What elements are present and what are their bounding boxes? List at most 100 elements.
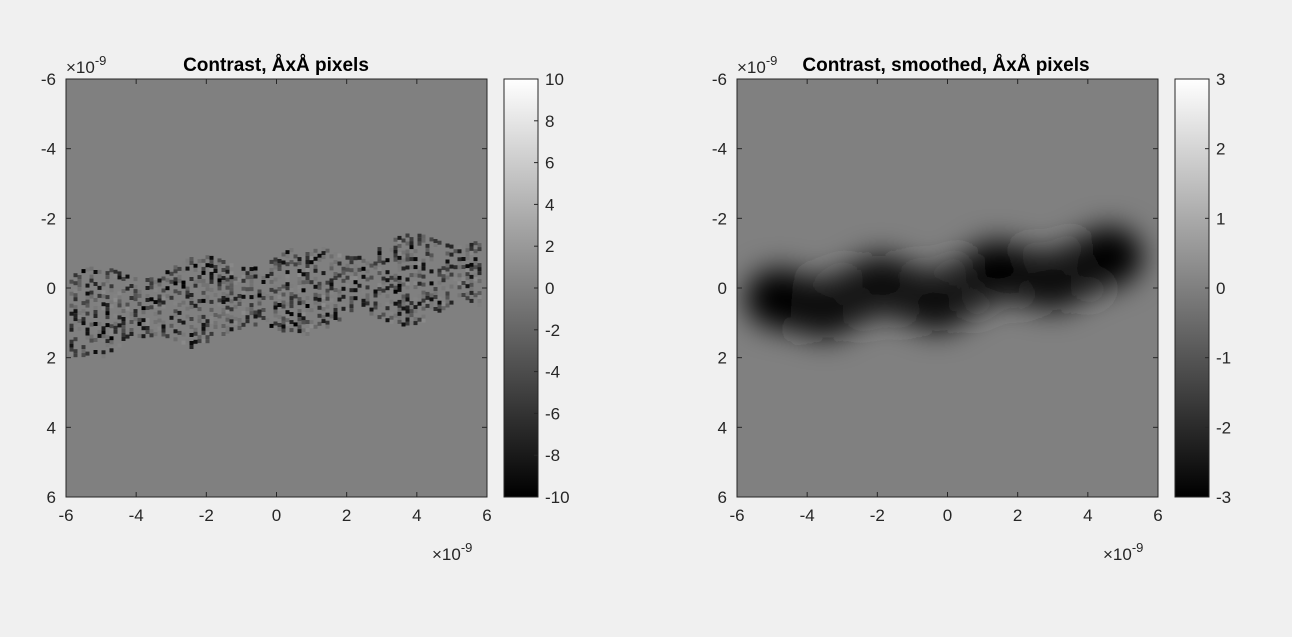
pixel [333, 304, 338, 308]
pixel [153, 288, 158, 293]
pixel [277, 307, 282, 311]
pixel [269, 323, 274, 328]
pixel [429, 301, 434, 306]
pixel [385, 270, 390, 275]
pixel [409, 241, 414, 246]
pixel [341, 306, 346, 311]
pixel [325, 324, 330, 329]
pixel [89, 322, 94, 327]
colorbar-ticks-1: 10 8 6 4 2 0 -2 -4 -6 -8 -10 [534, 70, 570, 507]
pixel [465, 284, 470, 289]
pixel [305, 308, 310, 312]
pixel [277, 259, 282, 263]
pixel [413, 273, 418, 278]
pixel [189, 341, 194, 345]
pixel [85, 331, 90, 336]
pixel [333, 316, 338, 320]
pixel [473, 277, 478, 282]
pixel [373, 293, 378, 298]
pixel [109, 304, 114, 309]
pixel [193, 319, 198, 324]
pixel [297, 281, 302, 286]
pixel [237, 322, 242, 326]
pixel [401, 298, 406, 303]
pixel [81, 349, 86, 354]
pixel [317, 305, 322, 310]
pixel [145, 298, 150, 302]
colorbar-tick-label: 4 [545, 195, 554, 214]
pixel [101, 294, 106, 299]
blob [846, 254, 915, 315]
pixel [381, 312, 386, 317]
pixel [401, 266, 406, 271]
pixel [325, 304, 330, 309]
pixel [373, 305, 378, 310]
y-tick-label: 6 [718, 488, 727, 507]
pixel [253, 270, 258, 275]
pixel [245, 315, 250, 320]
pixel [273, 289, 278, 294]
pixel [425, 247, 430, 252]
pixel [249, 267, 254, 272]
pixel [121, 309, 126, 313]
pixel [317, 253, 322, 258]
pixel [73, 309, 78, 314]
pixel [245, 275, 250, 280]
pixel [401, 306, 406, 311]
pixel [201, 322, 206, 327]
pixel [349, 260, 354, 265]
pixel [389, 311, 394, 316]
pixel [421, 258, 426, 263]
pixel [433, 291, 438, 295]
pixel [341, 286, 346, 291]
pixel [213, 325, 218, 329]
pixel [297, 273, 302, 278]
pixel [401, 294, 406, 299]
pixel [161, 320, 166, 325]
colorbar-tick-label: -6 [545, 404, 560, 423]
pixel [305, 304, 310, 308]
pixel [473, 249, 478, 254]
pixel [405, 313, 410, 318]
pixel [69, 347, 74, 352]
blob [1018, 251, 1087, 312]
pixel [81, 345, 86, 350]
pixel [241, 322, 246, 327]
pixel [169, 279, 174, 284]
pixel [253, 298, 258, 303]
pixel [313, 268, 318, 273]
pixel [417, 301, 422, 306]
pixel [469, 242, 474, 247]
pixel [297, 301, 302, 306]
pixel [201, 282, 206, 287]
pixel [81, 321, 86, 326]
pixel [313, 324, 318, 329]
pixel [257, 297, 262, 302]
pixel [241, 278, 246, 283]
pixel [429, 289, 434, 294]
pixel [405, 257, 410, 262]
pixel [93, 338, 98, 342]
pixel [137, 293, 142, 298]
pixel [305, 264, 310, 268]
pixel [277, 315, 282, 319]
pixel [445, 247, 450, 252]
pixel [225, 325, 230, 330]
pixel [125, 334, 130, 339]
pixel [137, 289, 142, 294]
pixel [121, 317, 126, 321]
pixel [465, 248, 470, 253]
pixel [469, 286, 474, 291]
pixel [297, 269, 302, 274]
pixel [121, 333, 126, 337]
pixel [209, 255, 214, 260]
pixel [193, 331, 198, 336]
pixel [145, 286, 150, 290]
pixel [449, 300, 454, 305]
pixel [293, 294, 298, 299]
pixel [137, 321, 142, 326]
pixel [313, 256, 318, 261]
pixel [277, 303, 282, 307]
x-exponent-2: ×10-9 [1103, 540, 1143, 564]
